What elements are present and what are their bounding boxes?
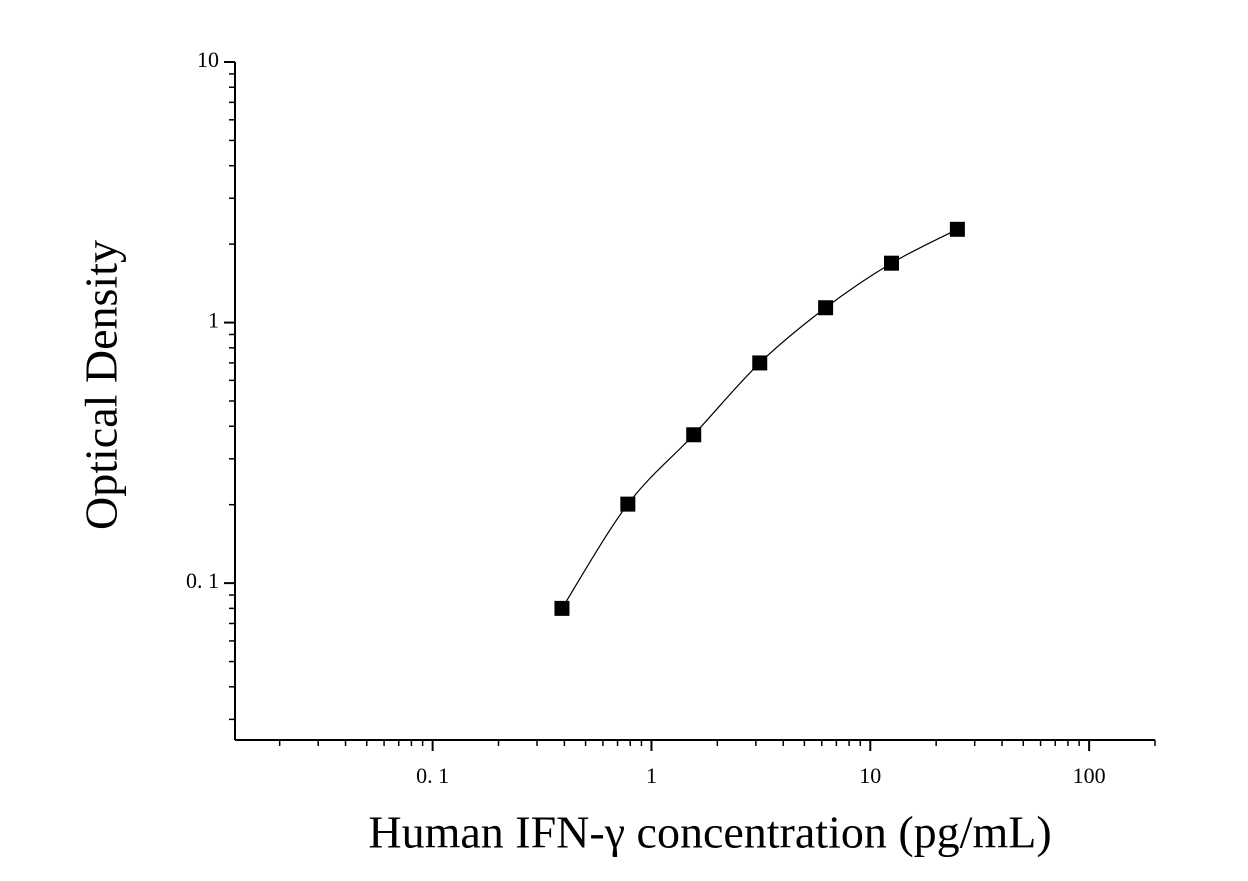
point: [949, 221, 965, 237]
y-tick-label: 1: [208, 308, 219, 333]
x-tick-label: 100: [1073, 763, 1106, 788]
x-tick-label: 10: [859, 763, 881, 788]
point: [883, 255, 899, 271]
point: [620, 496, 636, 512]
y-tick-label: 0. 1: [186, 568, 219, 593]
x-tick-label: 0. 1: [416, 763, 449, 788]
x-tick-label: 1: [646, 763, 657, 788]
y-axis-title: Optical Density: [76, 240, 127, 530]
point: [752, 355, 768, 371]
y-tick-label: 10: [197, 47, 219, 72]
point: [686, 427, 702, 443]
point: [818, 300, 834, 316]
point: [554, 600, 570, 616]
x-axis-title: Human IFN-γ concentration (pg/mL): [368, 807, 1051, 858]
fit-line: [561, 228, 958, 609]
